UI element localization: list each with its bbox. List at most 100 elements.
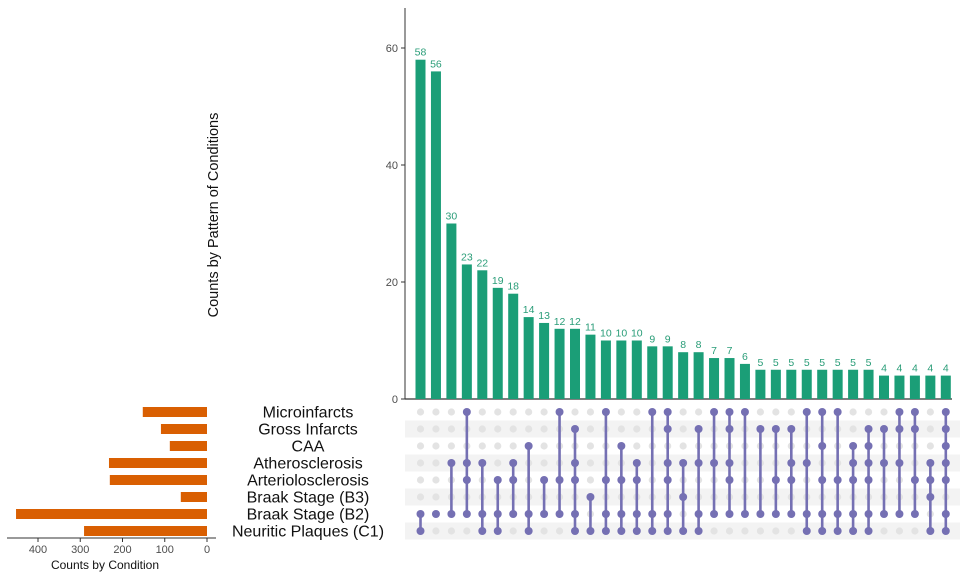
intersection-bar [554, 328, 565, 399]
matrix-dot-active [710, 408, 719, 416]
matrix-dot-active [864, 442, 873, 450]
matrix-dot-active [849, 510, 858, 518]
matrix-dot-active [540, 510, 549, 518]
matrix-dot-active [478, 527, 487, 535]
intersection-bar-label: 58 [415, 47, 427, 59]
matrix-dot-active [818, 442, 827, 450]
matrix-dot-active [864, 527, 873, 535]
intersection-bar [616, 340, 627, 399]
matrix-dot-active [802, 408, 811, 416]
matrix-dot-inactive [432, 527, 440, 535]
matrix-dot-active [895, 459, 904, 467]
matrix-dot-active [941, 476, 950, 484]
intersection-bar [724, 358, 735, 399]
matrix-dot-active [725, 476, 734, 484]
matrix-dot-active [864, 476, 873, 484]
matrix-dot-inactive [756, 527, 765, 535]
matrix-dot-inactive [679, 442, 687, 450]
intersection-y-tick-label: 60 [386, 43, 398, 55]
matrix-dot-inactive [895, 527, 904, 535]
intersection-bar [770, 369, 781, 399]
intersection-bar [477, 270, 488, 399]
matrix-dot-inactive [478, 425, 486, 433]
matrix-dot-inactive [633, 442, 641, 450]
intersection-bar-label: 13 [538, 310, 550, 322]
intersection-bar-label: 4 [897, 363, 903, 375]
set-label: Atherosclerosis [253, 456, 362, 473]
intersection-bar-label: 10 [631, 328, 643, 340]
matrix-dot-active [818, 527, 827, 535]
matrix-dot-active [663, 476, 672, 484]
intersection-y-tick-label: 20 [386, 277, 398, 289]
matrix-dot-active [416, 510, 425, 518]
matrix-dot-active [524, 510, 533, 518]
matrix-dot-inactive [571, 408, 579, 416]
matrix-dot-active [694, 527, 703, 535]
set-size-bars [16, 407, 208, 536]
intersection-bar [925, 375, 936, 399]
intersection-bar-label: 6 [742, 351, 748, 363]
set-size-x-tick-label: 100 [156, 544, 174, 556]
intersection-bar-label: 11 [585, 322, 596, 334]
intersection-bar-label: 7 [711, 345, 717, 357]
set-label: Braak Stage (B3) [247, 490, 370, 507]
matrix-dot-inactive [633, 425, 641, 433]
matrix-dot-active [818, 476, 827, 484]
matrix-dot-active [941, 442, 950, 450]
matrix-dot-active [648, 408, 657, 416]
matrix-dot-active [941, 459, 950, 467]
matrix-dot-active [648, 510, 657, 518]
matrix-dot-active [601, 510, 610, 518]
intersection-bar [446, 223, 457, 399]
intersection-bar [662, 346, 673, 399]
matrix-dot-active [571, 425, 579, 433]
intersection-bar-label: 9 [665, 333, 671, 345]
intersection-bar-label: 5 [850, 357, 856, 369]
matrix-dot-inactive [447, 425, 455, 433]
matrix-dot-active [555, 476, 564, 484]
matrix-dot-inactive [586, 459, 595, 467]
matrix-dot-active [632, 510, 641, 518]
matrix-dot-inactive [494, 459, 502, 467]
matrix-dot-active [555, 408, 564, 416]
matrix-dot-inactive [447, 408, 455, 416]
matrix-dot-inactive [432, 476, 440, 484]
set-size-x-tick-label: 0 [204, 544, 210, 556]
intersection-y-tick-label: 0 [392, 394, 398, 406]
matrix-dot-active [632, 459, 641, 467]
intersection-bar [879, 375, 889, 399]
intersection-bar [817, 369, 828, 399]
matrix-dot-inactive [540, 442, 548, 450]
matrix-dot-active [926, 493, 935, 501]
matrix-dot-active [555, 510, 564, 518]
intersection-bar-label: 5 [788, 357, 794, 369]
matrix-dot-active [679, 527, 688, 535]
matrix-dot-inactive [926, 425, 934, 433]
intersection-bar [585, 334, 596, 399]
matrix-dot-active [802, 527, 811, 535]
intersection-bar-label: 5 [819, 357, 825, 369]
matrix-dot-active [849, 442, 858, 450]
intersection-bar-label: 5 [757, 357, 763, 369]
intersection-bar [848, 369, 859, 399]
set-size-bar [109, 475, 207, 485]
set-label: Gross Infarcts [258, 422, 358, 439]
matrix-dot-active [802, 459, 811, 467]
set-size-bar [142, 407, 207, 417]
matrix-dot-active [880, 510, 888, 518]
matrix-dot-inactive [787, 527, 795, 535]
matrix-dot-active [725, 459, 734, 467]
matrix-dot-active [694, 459, 703, 467]
matrix-dot-inactive [926, 442, 934, 450]
intersection-bar-label: 8 [696, 339, 702, 351]
matrix-dot-active [740, 510, 749, 518]
matrix-dot-inactive [911, 527, 919, 535]
intersection-bar [570, 328, 580, 399]
matrix-dot-inactive [432, 459, 440, 467]
matrix-dot-active [771, 510, 780, 518]
matrix-dot-active [571, 527, 579, 535]
matrix-dot-active [941, 527, 950, 535]
matrix-dot-active [833, 408, 842, 416]
